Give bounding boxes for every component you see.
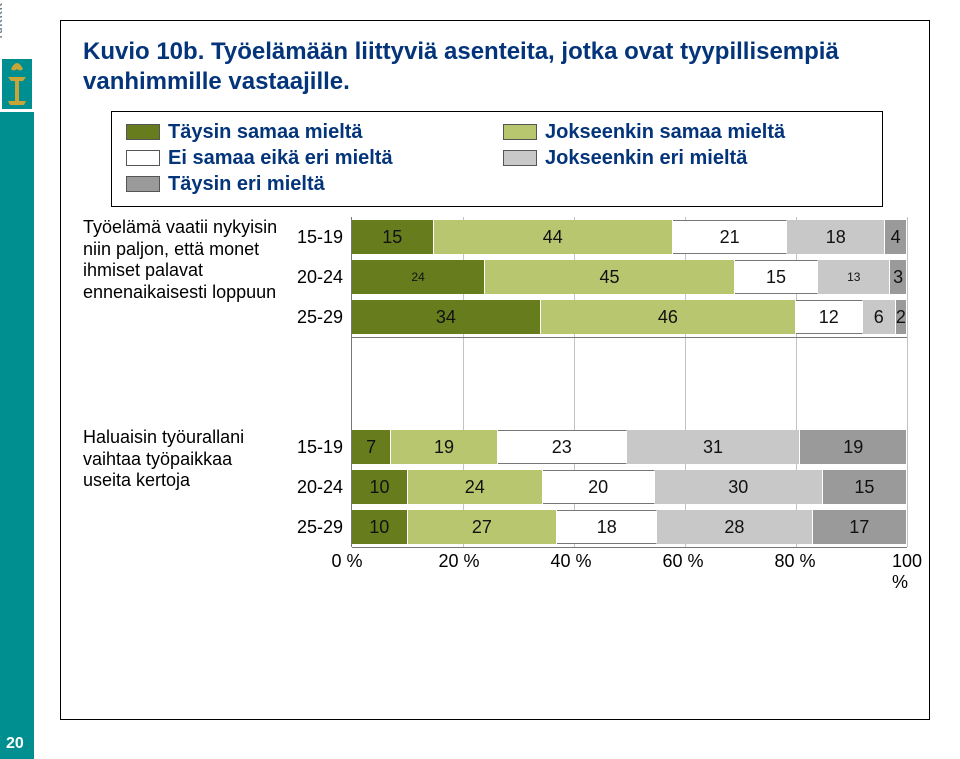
bar-segment: 4 xyxy=(885,220,907,254)
legend-label: Jokseenkin samaa mieltä xyxy=(545,120,785,144)
bar-segment: 46 xyxy=(541,300,796,334)
legend-item: Täysin samaa mieltä xyxy=(126,120,491,144)
bar-segment: 44 xyxy=(434,220,673,254)
stacked-bar: 154421184 xyxy=(352,220,907,254)
plot-area: 1024203015 xyxy=(351,467,907,507)
x-tick-label: 40 % xyxy=(550,551,591,572)
bar-segment: 18 xyxy=(557,510,657,544)
bar-segment: 34 xyxy=(352,300,541,334)
legend-col-left: Täysin samaa mieltäEi samaa eikä eri mie… xyxy=(126,118,491,198)
plot-area: 154421184 xyxy=(351,217,907,257)
stacked-bar: 719233119 xyxy=(352,430,907,464)
bar-segment: 15 xyxy=(352,220,434,254)
bar-segment: 21 xyxy=(673,220,787,254)
side-strip: TuKKK 20 xyxy=(0,0,34,759)
bar-segment: 7 xyxy=(352,430,391,464)
legend-swatch xyxy=(126,176,160,192)
row-category: 15-19 xyxy=(287,427,351,467)
bar-segment: 20 xyxy=(543,470,655,504)
bar-segment: 6 xyxy=(863,300,896,334)
legend-item: Ei samaa eikä eri mieltä xyxy=(126,146,491,170)
plot-area: 244515133 xyxy=(351,257,907,297)
bar-segment: 13 xyxy=(818,260,890,294)
row-category: 20-24 xyxy=(287,467,351,507)
side-block xyxy=(0,112,34,759)
bar-segment: 24 xyxy=(408,470,543,504)
bar-segment: 30 xyxy=(655,470,823,504)
bar-segment: 27 xyxy=(408,510,558,544)
stacked-bar: 34461262 xyxy=(352,300,907,334)
chart-row: Työelämä vaatii nykyisin niin paljon, et… xyxy=(83,217,907,257)
legend-swatch xyxy=(126,150,160,166)
row-category: 25-29 xyxy=(287,507,351,547)
legend-item: Täysin eri mieltä xyxy=(126,172,491,196)
legend-label: Täysin samaa mieltä xyxy=(168,120,363,144)
x-tick-label: 100 % xyxy=(892,551,922,593)
bar-segment: 45 xyxy=(485,260,735,294)
legend-label: Täysin eri mieltä xyxy=(168,172,325,196)
legend-item: Jokseenkin eri mieltä xyxy=(503,146,868,170)
group-label xyxy=(83,507,287,547)
stacked-bar: 1027182817 xyxy=(352,510,907,544)
x-tick-label: 20 % xyxy=(438,551,479,572)
legend-col-right: Jokseenkin samaa mieltäJokseenkin eri mi… xyxy=(503,118,868,198)
row-category: 25-29 xyxy=(287,297,351,337)
x-tick-label: 0 % xyxy=(331,551,362,572)
group-gap xyxy=(83,337,907,427)
bar-segment: 24 xyxy=(352,260,485,294)
plot-area: 1027182817 xyxy=(351,507,907,547)
bar-segment: 2 xyxy=(896,300,907,334)
chart-row: 25-291027182817 xyxy=(83,507,907,547)
stacked-bar: 1024203015 xyxy=(352,470,907,504)
bar-segment: 19 xyxy=(800,430,907,464)
bar-segment: 17 xyxy=(813,510,907,544)
side-label: TuKKK xyxy=(0,2,5,40)
page-root: TuKKK 20 Kuvio 10b. Työelämään liittyviä… xyxy=(0,0,960,759)
legend-swatch xyxy=(503,150,537,166)
legend-swatch xyxy=(503,124,537,140)
bar-segment: 18 xyxy=(787,220,885,254)
row-category: 15-19 xyxy=(287,217,351,257)
bar-segment: 28 xyxy=(657,510,812,544)
bar-segment: 10 xyxy=(352,510,408,544)
legend-label: Jokseenkin eri mieltä xyxy=(545,146,747,170)
x-tick-label: 80 % xyxy=(774,551,815,572)
bar-segment: 31 xyxy=(627,430,801,464)
x-tick-label: 60 % xyxy=(662,551,703,572)
bar-segment: 12 xyxy=(796,300,863,334)
row-category: 20-24 xyxy=(287,257,351,297)
plot-area: 34461262 xyxy=(351,297,907,337)
chart-title: Kuvio 10b. Työelämään liittyviä asenteit… xyxy=(83,37,907,97)
content-box: Kuvio 10b. Työelämään liittyviä asenteit… xyxy=(60,20,930,720)
stacked-bar: 244515133 xyxy=(352,260,907,294)
chart-row: Haluaisin työurallani vaihtaa työpaikkaa… xyxy=(83,427,907,467)
torch-icon xyxy=(2,58,32,110)
bar-segment: 10 xyxy=(352,470,408,504)
legend-item: Jokseenkin samaa mieltä xyxy=(503,120,868,144)
bar-segment: 3 xyxy=(890,260,907,294)
x-axis: 0 %20 %40 %60 %80 %100 % xyxy=(83,551,907,573)
bar-segment: 19 xyxy=(391,430,498,464)
legend-label: Ei samaa eikä eri mieltä xyxy=(168,146,393,170)
chart: Työelämä vaatii nykyisin niin paljon, et… xyxy=(83,217,907,547)
legend: Täysin samaa mieltäEi samaa eikä eri mie… xyxy=(111,111,883,207)
bar-segment: 15 xyxy=(735,260,818,294)
legend-swatch xyxy=(126,124,160,140)
plot-area: 719233119 xyxy=(351,427,907,467)
bar-segment: 15 xyxy=(823,470,907,504)
page-number: 20 xyxy=(6,735,24,753)
bar-segment: 23 xyxy=(498,430,627,464)
